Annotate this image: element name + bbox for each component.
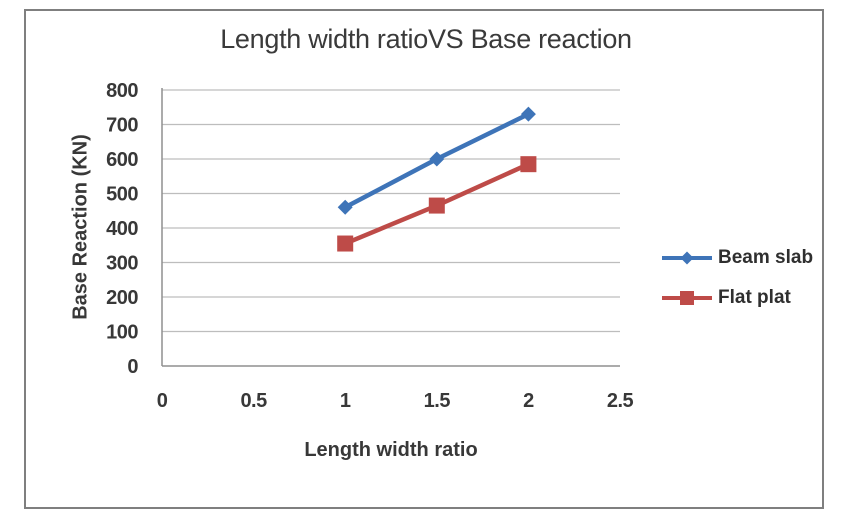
square-marker: [337, 235, 354, 252]
y-tick-label: 600: [106, 149, 138, 171]
x-tick-label: 0: [157, 390, 168, 412]
plot-area: 0 100 200 300 400 500 600 700 800 0 0.5 1 1.5 2 2.5: [106, 80, 634, 412]
x-tick-label: 0.5: [240, 390, 267, 412]
y-tick-label: 800: [106, 80, 138, 102]
x-tick-label: 1: [340, 390, 351, 412]
y-tick-label: 100: [106, 322, 138, 344]
square-marker: [520, 156, 537, 173]
y-tick-label: 200: [106, 287, 138, 309]
legend-item-beam-slab: Beam slab: [661, 238, 813, 278]
diamond-marker: [680, 251, 694, 265]
square-marker: [680, 291, 694, 305]
y-tick-label: 500: [106, 184, 138, 206]
x-tick-label: 1.5: [424, 390, 451, 412]
legend-label-flat-plat: Flat plat: [718, 287, 791, 308]
diamond-marker: [429, 151, 445, 167]
x-tick-label: 2.5: [607, 390, 634, 412]
diamond-marker: [520, 106, 536, 122]
y-tick-label: 700: [106, 115, 138, 137]
chart-title: Length width ratioVS Base reaction: [220, 24, 632, 54]
legend: Beam slab Flat plat: [661, 238, 813, 318]
diamond-marker: [337, 199, 353, 215]
legend-label-beam-slab: Beam slab: [718, 247, 814, 268]
y-tick-label: 0: [127, 356, 138, 378]
legend-diamond-marker-icon: [662, 251, 712, 265]
y-tick-label: 400: [106, 218, 138, 240]
legend-square-marker-icon: [662, 291, 712, 305]
y-tick-label: 300: [106, 253, 138, 275]
square-marker: [428, 197, 445, 214]
y-axis-title: Base Reaction (KN): [69, 134, 92, 320]
x-axis-title: Length width ratio: [304, 439, 478, 461]
x-tick-label: 2: [523, 390, 534, 412]
legend-item-flat-plat: Flat plat: [661, 278, 813, 318]
